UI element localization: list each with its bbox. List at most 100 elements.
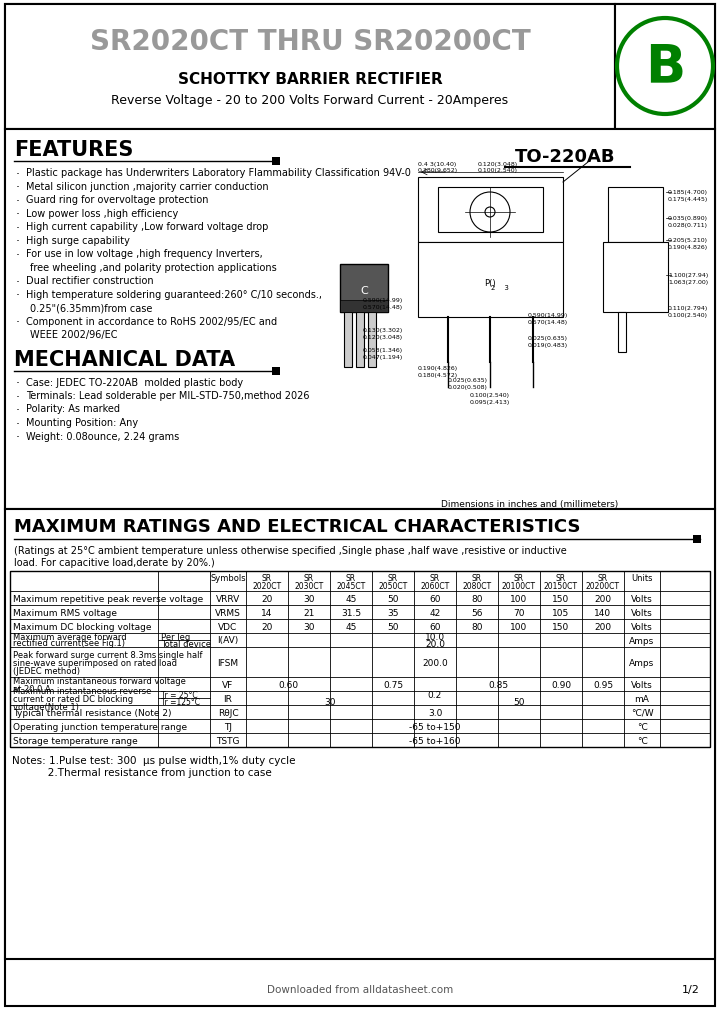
Text: Guard ring for overvoltage protection: Guard ring for overvoltage protection <box>26 195 209 205</box>
Text: 200.0: 200.0 <box>422 658 448 667</box>
Text: 0.095(2.413): 0.095(2.413) <box>470 399 510 404</box>
Text: °C: °C <box>636 722 647 731</box>
Text: Terminals: Lead solderable per MIL-STD-750,method 2026: Terminals: Lead solderable per MIL-STD-7… <box>26 390 310 400</box>
Text: SR: SR <box>262 573 272 582</box>
Text: 1.063(27.00): 1.063(27.00) <box>668 280 708 285</box>
Text: 20150CT: 20150CT <box>544 581 578 590</box>
Text: 0.190(4.826): 0.190(4.826) <box>418 366 458 371</box>
Text: 30: 30 <box>303 593 315 603</box>
Text: Symbols: Symbols <box>210 573 246 582</box>
Text: Amps: Amps <box>629 658 654 667</box>
Text: ·: · <box>16 195 20 208</box>
Bar <box>344 312 352 368</box>
Text: 0.180(4.572): 0.180(4.572) <box>418 373 458 378</box>
Text: 30: 30 <box>324 698 336 707</box>
Text: Maximum instantaneous forward voltage: Maximum instantaneous forward voltage <box>13 676 186 685</box>
Text: 0.380(9.652): 0.380(9.652) <box>418 168 458 173</box>
Text: Maximum average forward: Maximum average forward <box>13 633 127 642</box>
Bar <box>272 158 280 166</box>
Text: 2050CT: 2050CT <box>379 581 408 590</box>
Text: SR: SR <box>430 573 440 582</box>
Text: SR: SR <box>556 573 566 582</box>
Text: 0.019(0.483): 0.019(0.483) <box>528 343 568 348</box>
Text: sine-wave superimposed on rated load: sine-wave superimposed on rated load <box>13 658 177 667</box>
Text: 45: 45 <box>346 593 356 603</box>
Text: B: B <box>645 41 685 93</box>
Text: Dimensions in inches and (millimeters): Dimensions in inches and (millimeters) <box>441 499 618 509</box>
Bar <box>693 536 701 544</box>
Text: MECHANICAL DATA: MECHANICAL DATA <box>14 349 235 369</box>
Text: ·: · <box>16 316 20 330</box>
Text: Case: JEDEC TO-220AB  molded plastic body: Case: JEDEC TO-220AB molded plastic body <box>26 377 243 387</box>
Text: 20: 20 <box>261 622 273 631</box>
Text: Peak forward surge current 8.3ms single half: Peak forward surge current 8.3ms single … <box>13 650 202 659</box>
Text: 50: 50 <box>387 622 399 631</box>
Text: RθJC: RθJC <box>217 708 238 717</box>
Text: ·: · <box>16 168 20 181</box>
Text: 150: 150 <box>552 593 570 603</box>
Text: 0.110(2.794): 0.110(2.794) <box>668 305 708 310</box>
Text: WEEE 2002/96/EC: WEEE 2002/96/EC <box>30 330 117 340</box>
Text: 0.185(4.700): 0.185(4.700) <box>668 190 708 195</box>
Text: Maximum RMS voltage: Maximum RMS voltage <box>13 608 117 617</box>
Text: High current capability ,Low forward voltage drop: High current capability ,Low forward vol… <box>26 221 269 232</box>
Text: Tr = 25°C: Tr = 25°C <box>161 691 197 700</box>
Text: 60: 60 <box>429 593 441 603</box>
Bar <box>368 312 376 368</box>
Text: 20200CT: 20200CT <box>586 581 620 590</box>
Text: 100: 100 <box>510 593 528 603</box>
Bar <box>418 178 563 243</box>
Text: ·: · <box>16 431 20 444</box>
Text: 21: 21 <box>303 608 315 617</box>
Bar <box>340 265 388 312</box>
Text: 200: 200 <box>595 622 611 631</box>
Text: 0.025(0.635): 0.025(0.635) <box>528 336 568 341</box>
Text: 105: 105 <box>552 608 570 617</box>
Text: C: C <box>360 286 368 295</box>
Text: SR: SR <box>472 573 482 582</box>
Text: 31.5: 31.5 <box>341 608 361 617</box>
Bar <box>5 129 715 510</box>
Text: 35: 35 <box>387 608 399 617</box>
Text: Component in accordance to RoHS 2002/95/EC and: Component in accordance to RoHS 2002/95/… <box>26 316 277 327</box>
Text: rectified current(see Fig.1): rectified current(see Fig.1) <box>13 639 125 648</box>
Text: Low power loss ,high efficiency: Low power loss ,high efficiency <box>26 208 179 218</box>
Text: 2080CT: 2080CT <box>462 581 492 590</box>
Text: 45: 45 <box>346 622 356 631</box>
Text: 0.590(14.99): 0.590(14.99) <box>528 312 568 317</box>
Text: SR: SR <box>514 573 524 582</box>
Text: VDC: VDC <box>218 622 238 631</box>
Text: Volts: Volts <box>631 593 653 603</box>
Text: SR2020CT THRU SR20200CT: SR2020CT THRU SR20200CT <box>89 28 531 56</box>
Bar <box>10 571 710 747</box>
Text: MAXIMUM RATINGS AND ELECTRICAL CHARACTERISTICS: MAXIMUM RATINGS AND ELECTRICAL CHARACTER… <box>14 518 580 536</box>
Text: ·: · <box>16 404 20 418</box>
Text: 0.053(1.346): 0.053(1.346) <box>363 348 403 353</box>
Text: 0.570(14.48): 0.570(14.48) <box>528 319 568 325</box>
Bar <box>356 312 364 368</box>
Text: at 20.0 A: at 20.0 A <box>13 683 50 693</box>
Text: Operating junction temperature range: Operating junction temperature range <box>13 722 187 731</box>
Text: 100: 100 <box>510 622 528 631</box>
Text: Volts: Volts <box>631 679 653 688</box>
Text: VF: VF <box>222 679 233 688</box>
Text: 0.4 3(10.40): 0.4 3(10.40) <box>418 162 456 167</box>
Text: ·: · <box>16 289 20 302</box>
Text: Maximum instantaneous reverse: Maximum instantaneous reverse <box>13 685 151 695</box>
Text: (JEDEC method): (JEDEC method) <box>13 666 80 674</box>
Text: 0.025(0.635): 0.025(0.635) <box>448 378 488 382</box>
Text: SR: SR <box>388 573 398 582</box>
Text: Reverse Voltage - 20 to 200 Volts Forward Current - 20Amperes: Reverse Voltage - 20 to 200 Volts Forwar… <box>112 94 508 107</box>
Text: 10.0: 10.0 <box>425 632 445 641</box>
Text: 0.205(5.210): 0.205(5.210) <box>668 238 708 243</box>
Text: Mounting Position: Any: Mounting Position: Any <box>26 418 138 428</box>
Text: 2030CT: 2030CT <box>294 581 323 590</box>
Text: SCHOTTKY BARRIER RECTIFIER: SCHOTTKY BARRIER RECTIFIER <box>178 72 442 87</box>
Text: High surge capability: High surge capability <box>26 236 130 246</box>
Text: 0.175(4.445): 0.175(4.445) <box>668 197 708 202</box>
Bar <box>438 188 543 233</box>
Text: -65 to+150: -65 to+150 <box>409 722 461 731</box>
Text: Maximum DC blocking voltage: Maximum DC blocking voltage <box>13 622 151 631</box>
Text: 0.85: 0.85 <box>488 679 508 688</box>
Text: TJ: TJ <box>224 722 232 731</box>
